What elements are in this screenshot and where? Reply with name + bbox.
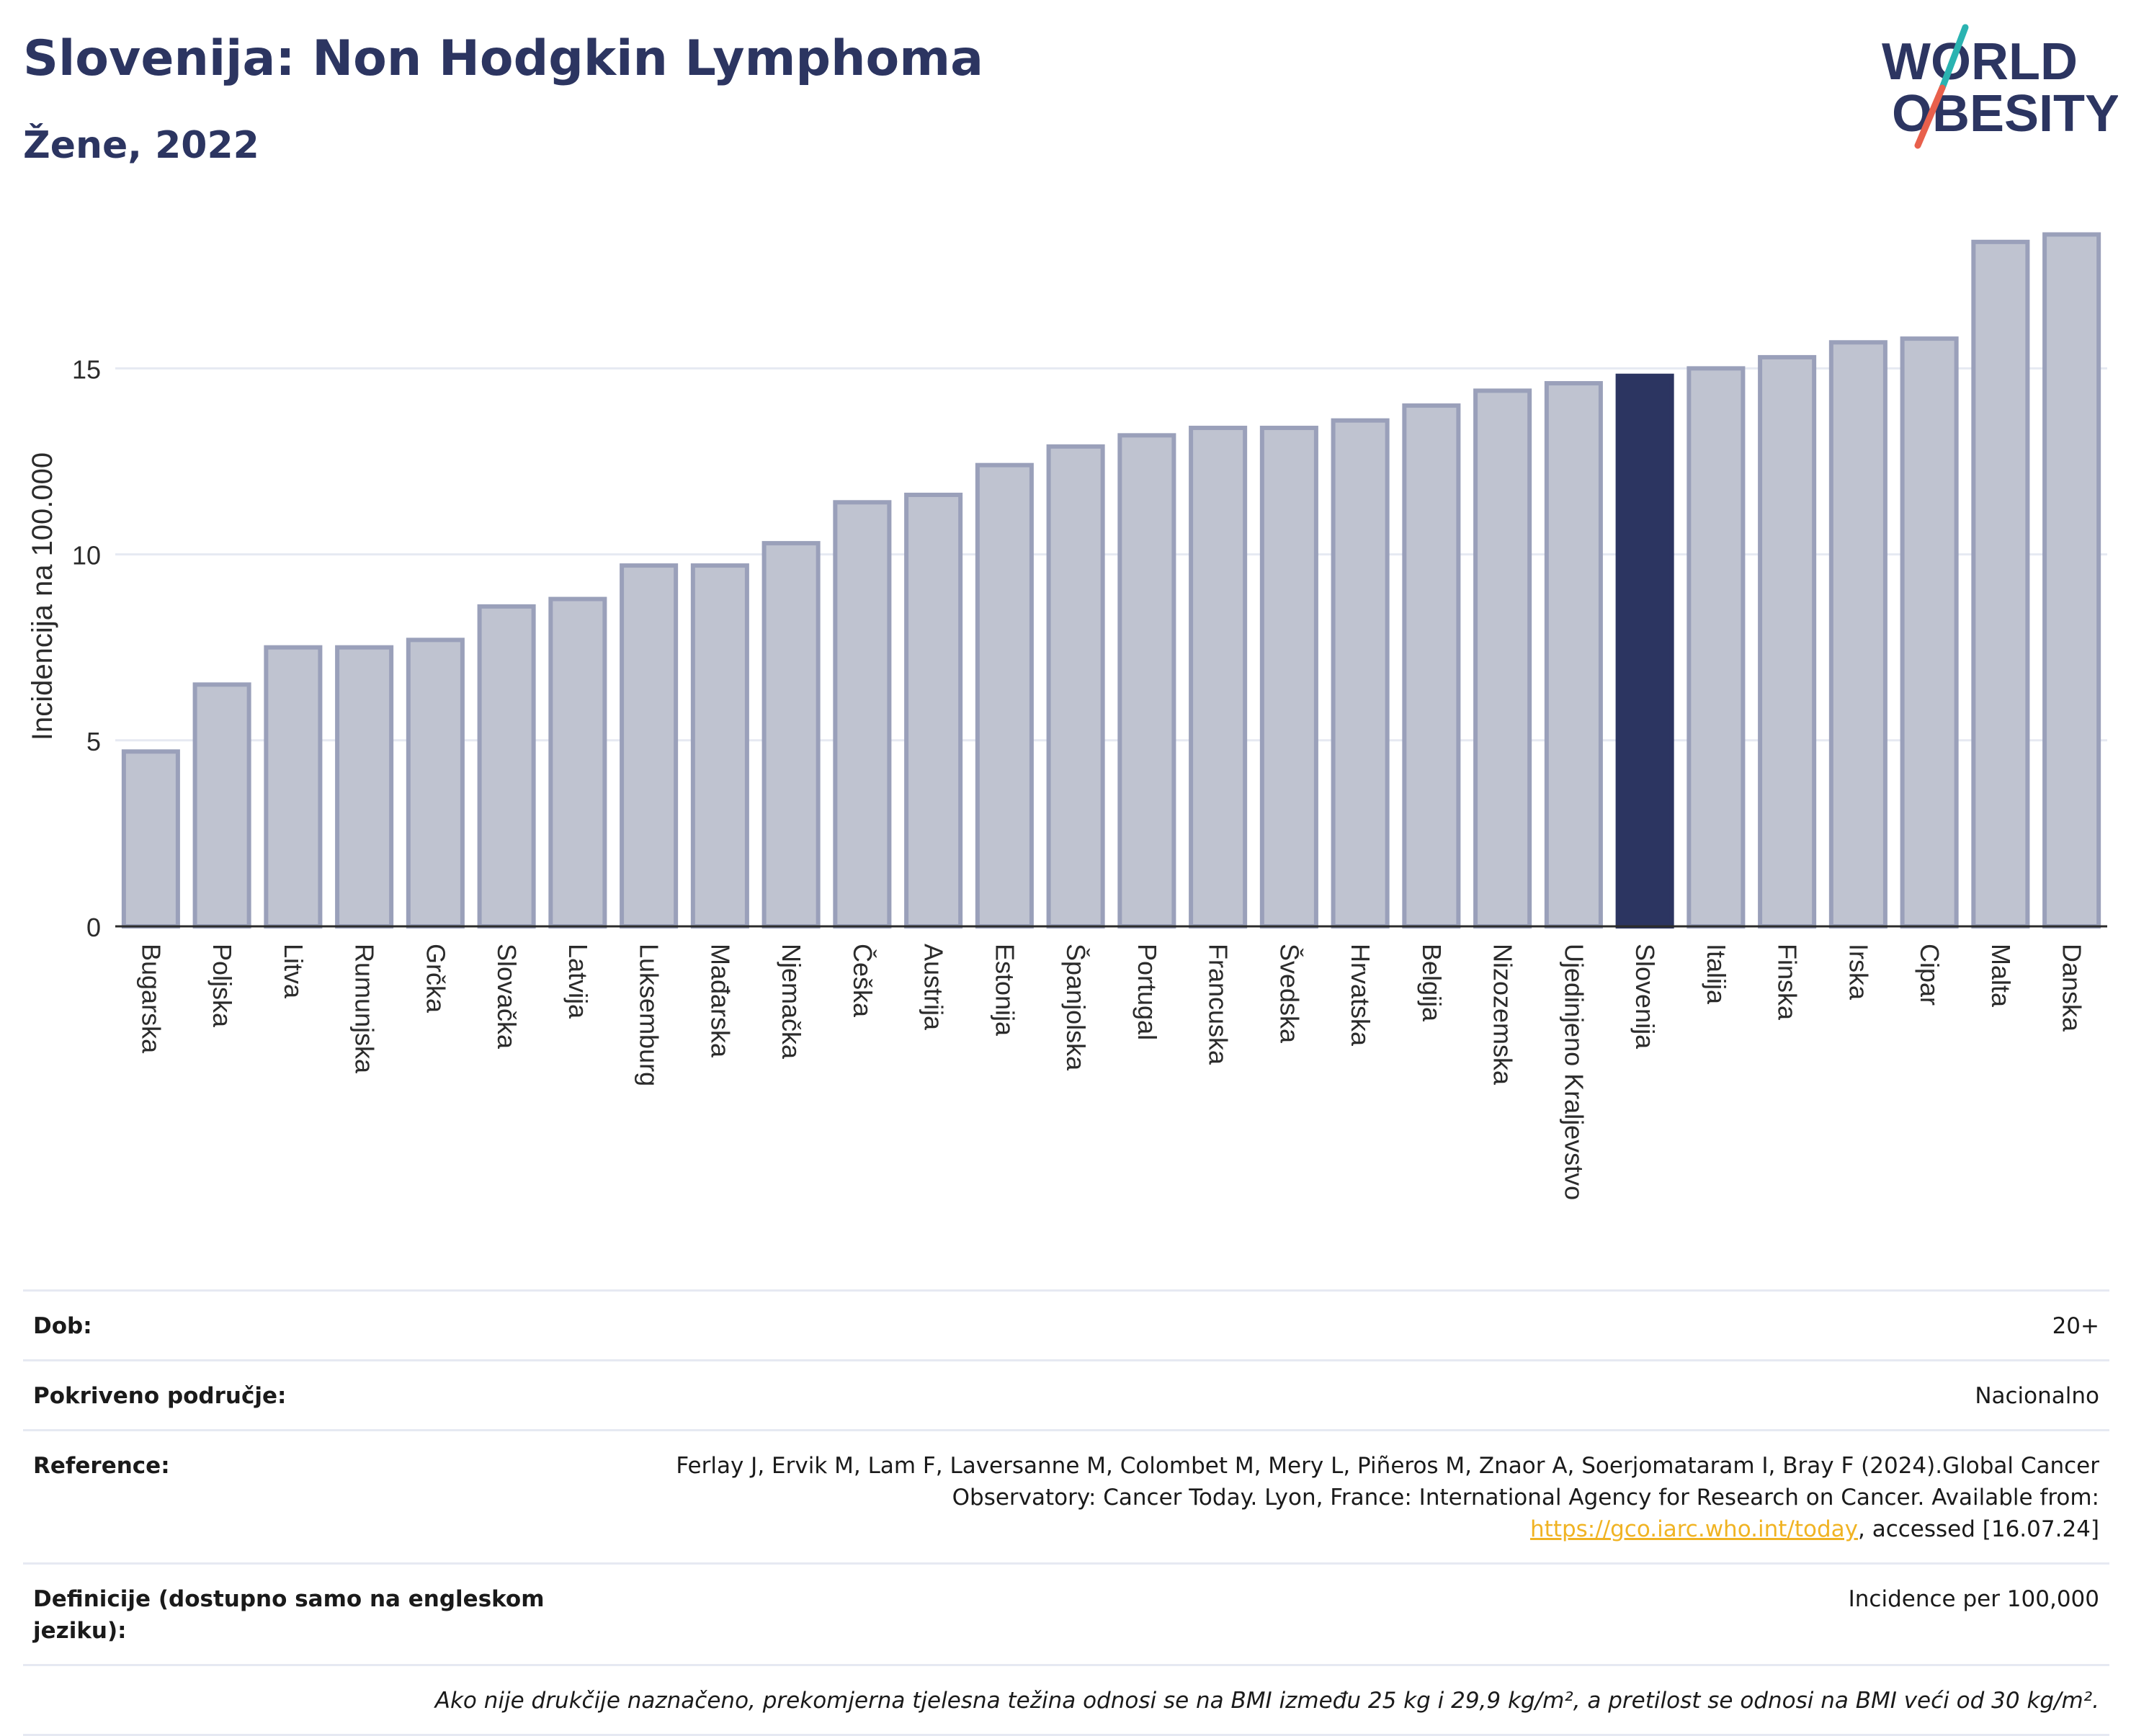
x-tick-label: Španjolska bbox=[1061, 944, 1091, 1071]
x-tick-label: Nizozemska bbox=[1488, 944, 1518, 1086]
x-tick-label: Njemačka bbox=[777, 944, 806, 1060]
y-tick-label: 10 bbox=[72, 541, 101, 571]
info-value-definitions: Incidence per 100,000 bbox=[1848, 1586, 2099, 1612]
x-tick-labels: Bugarska Poljska Litva Rumunjska Grčka Slovač… bbox=[136, 944, 2086, 1200]
x-tick-label: Slovenija bbox=[1630, 944, 1660, 1050]
bar bbox=[548, 596, 607, 929]
y-axis-label: Incidencija na 100.000 bbox=[27, 452, 58, 741]
x-tick-label: Cipar bbox=[1915, 944, 1944, 1006]
x-tick-label: Latvija bbox=[563, 944, 593, 1019]
x-tick-label: Irska bbox=[1844, 944, 1873, 1001]
chart-title: Slovenija: Non Hodgkin Lymphoma bbox=[23, 30, 983, 87]
bar bbox=[1971, 239, 2030, 929]
x-tick-label: Malta bbox=[1986, 944, 2016, 1008]
info-label-coverage: Pokriveno područje: bbox=[33, 1383, 287, 1409]
x-tick-label: Austrija bbox=[919, 944, 949, 1031]
x-tick-label: Finska bbox=[1773, 944, 1802, 1021]
logo-slash-top bbox=[1939, 24, 1969, 91]
x-tick-label: Švedska bbox=[1274, 944, 1304, 1044]
bar bbox=[1046, 444, 1105, 929]
bmi-footnote: Ako nije drukčije naznačeno, prekomjerna… bbox=[23, 1664, 2109, 1736]
x-tick-label: Italija bbox=[1702, 944, 1731, 1005]
bar bbox=[1828, 340, 1887, 929]
bar bbox=[690, 563, 749, 929]
bar bbox=[2042, 232, 2101, 929]
x-tick-label: Poljska bbox=[207, 944, 237, 1028]
x-tick-label: Luksemburg bbox=[635, 944, 664, 1086]
x-tick-label: Belgija bbox=[1417, 944, 1447, 1022]
x-tick-label: Slovačka bbox=[492, 944, 522, 1050]
bar bbox=[1259, 426, 1318, 929]
logo-slash-bottom bbox=[1914, 84, 1946, 149]
bar bbox=[833, 500, 892, 929]
info-table: Dob: 20+ Pokriveno područje: Nacionalno … bbox=[23, 1289, 2109, 1736]
info-label-age: Dob: bbox=[33, 1313, 92, 1339]
bar bbox=[477, 604, 536, 929]
x-tick-label: Ujedinjeno Kraljevstvo bbox=[1559, 944, 1589, 1200]
y-tick-labels: 0 5 10 15 bbox=[72, 354, 101, 942]
bar bbox=[121, 749, 180, 929]
info-label-reference: Reference: bbox=[33, 1453, 170, 1479]
y-tick-label: 0 bbox=[86, 913, 101, 942]
bar bbox=[192, 682, 251, 929]
x-tick-label: Bugarska bbox=[136, 944, 166, 1054]
bar-chart: 0 5 10 15 Bugarska Poljska Litva Rumunjska Grčk… bbox=[27, 232, 2107, 1200]
world-obesity-logo: WORLD OBESITY bbox=[1882, 24, 2118, 149]
info-value-coverage: Nacionalno bbox=[1975, 1383, 2099, 1409]
info-value-age: 20+ bbox=[2052, 1313, 2099, 1339]
info-row-coverage: Pokriveno područje: Nacionalno bbox=[23, 1359, 2109, 1429]
x-tick-label: Mađarska bbox=[705, 944, 735, 1058]
x-tick-label: Hrvatska bbox=[1346, 944, 1375, 1047]
bar bbox=[264, 645, 323, 929]
y-tick-label: 5 bbox=[86, 727, 101, 756]
info-row-definitions: Definicije (dostupno samo na engleskom j… bbox=[23, 1562, 2109, 1664]
x-tick-label: Grčka bbox=[421, 944, 450, 1014]
reference-link[interactable]: https://gco.iarc.who.int/today bbox=[1530, 1516, 1858, 1542]
bar bbox=[1900, 336, 1959, 929]
x-tick-label: Estonija bbox=[990, 944, 1019, 1037]
y-tick-label: 15 bbox=[72, 354, 101, 384]
x-tick-label: Francuska bbox=[1204, 944, 1233, 1065]
x-tick-label: Danska bbox=[2058, 944, 2087, 1032]
chart-subtitle: Žene, 2022 bbox=[23, 124, 259, 167]
bar-highlight bbox=[1615, 373, 1674, 929]
logo-text-world: WORLD bbox=[1882, 33, 2078, 91]
bar bbox=[335, 645, 394, 929]
x-tick-label: Litva bbox=[279, 944, 308, 999]
bar bbox=[1544, 381, 1603, 929]
info-value-reference: Ferlay J, Ervik M, Lam F, Laversanne M, … bbox=[622, 1450, 2099, 1545]
bar bbox=[1687, 366, 1746, 929]
x-tick-label: Češka bbox=[848, 944, 877, 1018]
bars bbox=[121, 232, 2101, 929]
bar bbox=[975, 462, 1034, 929]
bar bbox=[1473, 388, 1532, 929]
info-label-definitions: Definicije (dostupno samo na engleskom j… bbox=[33, 1586, 545, 1644]
reference-text: Ferlay J, Ervik M, Lam F, Laversanne M, … bbox=[676, 1453, 2099, 1511]
bar bbox=[1402, 403, 1461, 929]
info-row-reference: Reference: Ferlay J, Ervik M, Lam F, Lav… bbox=[23, 1429, 2109, 1562]
bar bbox=[761, 541, 821, 929]
bar bbox=[1189, 426, 1248, 929]
bar bbox=[406, 637, 465, 929]
reference-text-end: , accessed [16.07.24] bbox=[1857, 1516, 2099, 1542]
bar bbox=[904, 492, 963, 929]
bar bbox=[1331, 418, 1390, 929]
info-row-age: Dob: 20+ bbox=[23, 1289, 2109, 1359]
bar bbox=[1117, 433, 1176, 929]
x-tick-label: Portugal bbox=[1132, 944, 1162, 1040]
x-tick-label: Rumunjska bbox=[350, 944, 380, 1074]
bar bbox=[1758, 354, 1817, 929]
bar bbox=[620, 563, 679, 929]
